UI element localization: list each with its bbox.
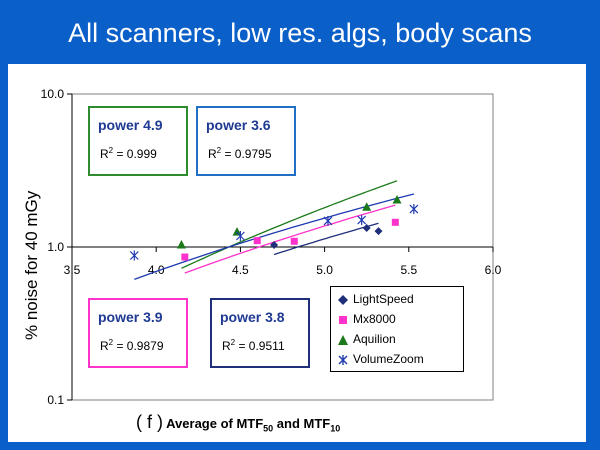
star-marker-icon xyxy=(338,354,348,365)
square-marker-icon xyxy=(339,315,347,324)
annotation-r2-text: R2 = 0.9795 xyxy=(208,146,272,161)
annotation-mx8000-power: power 3.9 R2 = 0.9879 xyxy=(88,298,188,368)
data-point-lightspeed xyxy=(362,224,371,233)
fit-line-lightspeed xyxy=(273,222,379,256)
data-point-aquilion xyxy=(176,240,186,249)
x-axis-label-sub1: 50 xyxy=(263,423,274,434)
legend-item-lightspeed: LightSpeed xyxy=(337,291,414,307)
x-tick-label: 4.5 xyxy=(232,263,249,277)
y-tick-label: 0.1 xyxy=(47,393,64,407)
x-tick-label: 4.0 xyxy=(148,263,165,277)
annotation-aquilion-power: power 4.9 R2 = 0.999 xyxy=(88,106,188,176)
data-point-volumezoom xyxy=(357,215,367,226)
x-axis-label-prefix: ( f ) xyxy=(136,412,163,432)
data-point-mx8000 xyxy=(290,237,298,245)
diamond-marker-icon xyxy=(338,294,348,305)
data-point-aquilion xyxy=(362,202,372,211)
x-tick-label: 5.0 xyxy=(316,263,333,277)
fit-line-mx8000 xyxy=(184,204,396,274)
annotation-power-text: power 3.9 xyxy=(98,309,163,325)
annotation-power-text: power 3.6 xyxy=(206,117,271,133)
x-tick-label: 6.0 xyxy=(485,263,502,277)
y-tick-label: 10.0 xyxy=(41,87,65,101)
data-point-mx8000 xyxy=(391,218,399,226)
x-axis-label-mid: and MTF xyxy=(273,416,331,431)
x-tick-label: 3.5 xyxy=(64,263,81,277)
triangle-marker-icon xyxy=(338,334,348,345)
annotation-r2-text: R2 = 0.999 xyxy=(100,146,157,161)
annotation-volumezoom-power: power 3.6 R2 = 0.9795 xyxy=(196,106,296,176)
legend-item-aquilion: Aquilion xyxy=(337,331,396,347)
annotation-power-text: power 4.9 xyxy=(98,117,163,133)
data-point-mx8000 xyxy=(181,253,189,261)
legend-item-volumezoom: VolumeZoom xyxy=(337,351,424,367)
legend-item-mx8000: Mx8000 xyxy=(337,311,396,327)
data-point-volumezoom xyxy=(129,250,139,261)
annotation-r2-text: R2 = 0.9511 xyxy=(222,338,285,353)
fit-line-aquilion xyxy=(181,180,398,269)
y-tick-label: 1.0 xyxy=(47,240,64,254)
x-axis-label-sub2: 10 xyxy=(330,423,341,434)
annotation-lightspeed-power: power 3.8 R2 = 0.9511 xyxy=(210,298,310,368)
data-point-mx8000 xyxy=(253,237,261,245)
x-axis-label-main: Average of MTF xyxy=(166,416,264,431)
y-axis-label: % noise for 40 mGy xyxy=(22,190,41,340)
annotation-r2-text: R2 = 0.9879 xyxy=(100,338,164,353)
x-axis-label: ( f ) Average of MTF50 and MTF10 xyxy=(136,412,340,434)
chart-panel: 10.0 1.0 0.1 3.5 4.0 4.5 5.0 5.5 6.0 % noise for… xyxy=(8,64,586,442)
plot-area: 10.0 1.0 0.1 3.5 4.0 4.5 5.0 5.5 6.0 xyxy=(41,87,502,407)
slide-title: All scanners, low res. algs, body scans xyxy=(68,18,532,48)
fit-line-volumezoom xyxy=(134,193,415,281)
data-point-lightspeed xyxy=(374,227,383,236)
annotation-power-text: power 3.8 xyxy=(220,309,285,325)
data-point-volumezoom xyxy=(323,215,333,226)
data-point-aquilion xyxy=(392,194,402,204)
data-point-lightspeed xyxy=(270,241,279,250)
x-tick-label: 5.5 xyxy=(400,263,417,277)
data-point-volumezoom xyxy=(235,231,245,242)
data-point-aquilion xyxy=(232,227,242,236)
legend: LightSpeed Mx8000 Aquilion VolumeZoom xyxy=(330,286,464,372)
data-point-volumezoom xyxy=(409,204,419,215)
